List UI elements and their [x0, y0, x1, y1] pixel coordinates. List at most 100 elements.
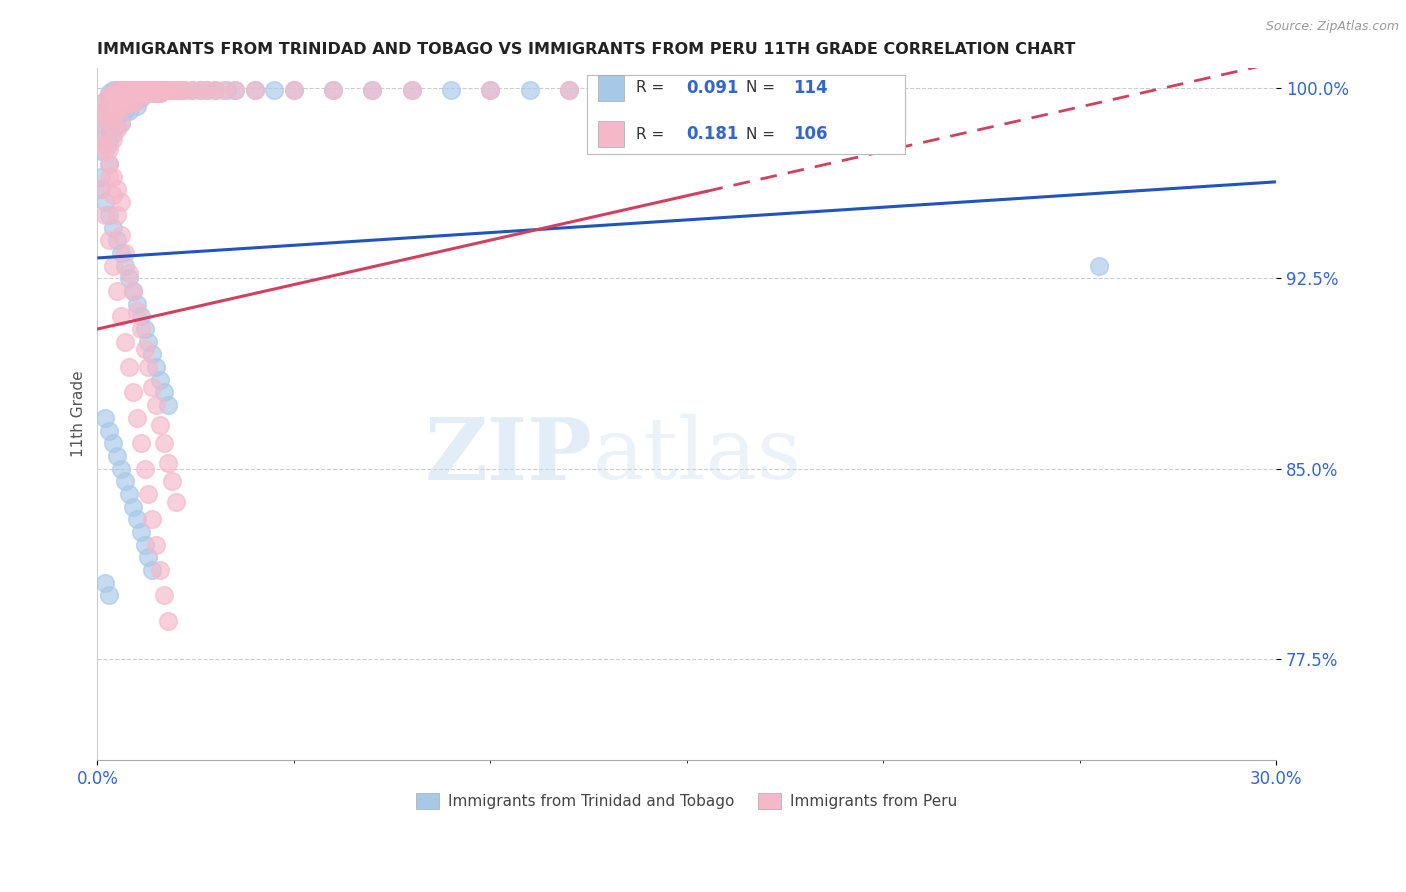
Text: IMMIGRANTS FROM TRINIDAD AND TOBAGO VS IMMIGRANTS FROM PERU 11TH GRADE CORRELATI: IMMIGRANTS FROM TRINIDAD AND TOBAGO VS I…	[97, 42, 1076, 57]
Point	[153, 83, 176, 97]
Point	[110, 195, 132, 210]
Legend: Immigrants from Trinidad and Tobago, Immigrants from Peru: Immigrants from Trinidad and Tobago, Imm…	[411, 787, 963, 815]
Point	[1088, 259, 1111, 273]
Point	[401, 83, 423, 97]
Point	[145, 86, 167, 100]
Point	[101, 169, 124, 184]
Point	[160, 83, 183, 97]
Point	[105, 121, 128, 136]
Point	[153, 436, 176, 450]
Point	[212, 83, 235, 97]
Text: Source: ZipAtlas.com: Source: ZipAtlas.com	[1265, 20, 1399, 33]
Point	[129, 310, 152, 324]
Point	[160, 83, 183, 97]
Point	[118, 94, 141, 108]
Point	[141, 83, 163, 97]
Point	[138, 360, 160, 375]
Point	[101, 99, 124, 113]
Point	[153, 83, 176, 97]
Point	[98, 106, 121, 120]
Point	[121, 500, 143, 514]
Point	[157, 457, 180, 471]
Point	[149, 86, 172, 100]
Point	[195, 83, 218, 97]
Point	[125, 91, 148, 105]
Point	[134, 538, 156, 552]
Point	[141, 512, 163, 526]
Point	[215, 83, 238, 97]
Point	[121, 83, 143, 97]
Point	[101, 187, 124, 202]
Text: N =: N =	[745, 80, 779, 95]
Point	[98, 136, 121, 151]
Point	[118, 487, 141, 501]
Point	[180, 83, 202, 97]
Point	[98, 424, 121, 438]
Point	[283, 83, 305, 97]
Point	[110, 83, 132, 97]
Point	[121, 96, 143, 111]
Point	[598, 83, 620, 97]
Point	[101, 259, 124, 273]
Point	[94, 410, 117, 425]
Point	[153, 589, 176, 603]
Text: 114: 114	[793, 78, 828, 96]
Point	[145, 83, 167, 97]
Point	[195, 83, 218, 97]
Point	[125, 410, 148, 425]
Point	[110, 88, 132, 103]
Point	[94, 136, 117, 151]
Point	[94, 195, 117, 210]
Point	[110, 246, 132, 260]
Point	[149, 86, 172, 100]
Point	[243, 83, 266, 97]
Point	[105, 284, 128, 298]
Point	[558, 83, 581, 97]
Point	[101, 436, 124, 450]
Point	[94, 119, 117, 133]
Point	[90, 169, 112, 184]
Text: atlas: atlas	[592, 414, 801, 497]
Text: N =: N =	[745, 127, 779, 142]
Point	[145, 538, 167, 552]
Point	[110, 310, 132, 324]
Point	[118, 83, 141, 97]
Point	[204, 83, 226, 97]
Point	[121, 385, 143, 400]
Point	[114, 88, 136, 103]
Point	[157, 83, 180, 97]
Point	[105, 88, 128, 103]
Point	[141, 347, 163, 361]
Point	[188, 83, 211, 97]
Point	[149, 373, 172, 387]
Point	[636, 83, 658, 97]
Point	[283, 83, 305, 97]
Point	[110, 228, 132, 243]
Point	[440, 83, 463, 97]
Point	[243, 83, 266, 97]
Point	[101, 83, 124, 97]
FancyBboxPatch shape	[586, 75, 905, 154]
Point	[101, 86, 124, 100]
Point	[145, 360, 167, 375]
Point	[90, 131, 112, 145]
Point	[98, 119, 121, 133]
Point	[165, 83, 187, 97]
Point	[125, 512, 148, 526]
Point	[138, 487, 160, 501]
Point	[94, 136, 117, 151]
Point	[94, 106, 117, 120]
Point	[118, 103, 141, 118]
Point	[401, 83, 423, 97]
Point	[134, 83, 156, 97]
Point	[110, 99, 132, 113]
Point	[98, 157, 121, 171]
Point	[101, 131, 124, 145]
Point	[90, 127, 112, 141]
Point	[121, 284, 143, 298]
Point	[263, 83, 285, 97]
Point	[129, 91, 152, 105]
Point	[361, 83, 384, 97]
Point	[98, 589, 121, 603]
Point	[101, 109, 124, 123]
